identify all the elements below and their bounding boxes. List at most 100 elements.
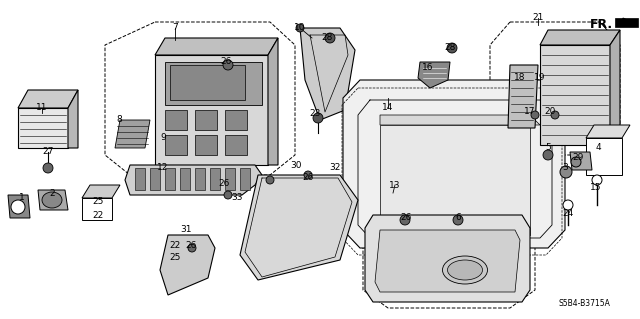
- Text: FR.: FR.: [590, 18, 613, 31]
- Circle shape: [563, 200, 573, 210]
- Text: 12: 12: [157, 164, 169, 173]
- Text: 20: 20: [544, 108, 556, 116]
- Ellipse shape: [442, 256, 488, 284]
- Circle shape: [325, 33, 335, 43]
- Circle shape: [313, 113, 323, 123]
- Polygon shape: [375, 230, 520, 292]
- Circle shape: [296, 24, 304, 32]
- Text: 16: 16: [422, 63, 434, 72]
- Polygon shape: [365, 215, 530, 302]
- Ellipse shape: [447, 260, 483, 280]
- Text: 7: 7: [172, 24, 178, 33]
- Text: 26: 26: [186, 241, 196, 249]
- Polygon shape: [135, 168, 145, 190]
- Text: 14: 14: [382, 103, 394, 113]
- Circle shape: [571, 157, 581, 167]
- Circle shape: [453, 215, 463, 225]
- Text: 13: 13: [389, 181, 401, 189]
- Polygon shape: [125, 165, 262, 195]
- Polygon shape: [508, 65, 538, 128]
- Text: 26: 26: [302, 174, 314, 182]
- Text: 23: 23: [309, 108, 321, 117]
- Polygon shape: [240, 175, 358, 280]
- Text: 10: 10: [294, 24, 306, 33]
- Text: 15: 15: [590, 183, 602, 192]
- Text: 26: 26: [218, 179, 230, 188]
- Text: 28: 28: [321, 33, 333, 42]
- Text: 3: 3: [562, 164, 568, 173]
- Text: 9: 9: [160, 133, 166, 143]
- Polygon shape: [300, 28, 355, 120]
- Text: 22: 22: [170, 241, 180, 249]
- Polygon shape: [18, 108, 68, 148]
- Polygon shape: [225, 135, 247, 155]
- Polygon shape: [586, 138, 622, 175]
- Text: 29: 29: [572, 153, 584, 162]
- Polygon shape: [68, 90, 78, 148]
- Circle shape: [43, 163, 53, 173]
- Text: 4: 4: [595, 144, 601, 152]
- Text: 6: 6: [455, 213, 461, 222]
- Polygon shape: [225, 110, 247, 130]
- Text: 31: 31: [180, 226, 192, 234]
- Polygon shape: [155, 55, 268, 165]
- Text: 26: 26: [220, 57, 232, 66]
- Text: 1: 1: [19, 194, 25, 203]
- Circle shape: [531, 111, 539, 119]
- Text: 5: 5: [545, 144, 551, 152]
- Circle shape: [266, 176, 274, 184]
- Circle shape: [592, 175, 602, 185]
- Text: 19: 19: [534, 73, 546, 83]
- Ellipse shape: [42, 192, 62, 208]
- Polygon shape: [240, 168, 250, 190]
- Polygon shape: [165, 110, 187, 130]
- Polygon shape: [160, 235, 215, 295]
- Polygon shape: [82, 198, 112, 220]
- Polygon shape: [610, 30, 620, 145]
- Circle shape: [447, 43, 457, 53]
- Text: 21: 21: [532, 13, 544, 23]
- Polygon shape: [165, 168, 175, 190]
- Text: 32: 32: [330, 164, 340, 173]
- Polygon shape: [82, 185, 120, 198]
- Polygon shape: [165, 62, 262, 105]
- Polygon shape: [343, 80, 565, 248]
- Polygon shape: [195, 110, 217, 130]
- Polygon shape: [195, 168, 205, 190]
- Circle shape: [304, 171, 312, 179]
- Text: 22: 22: [92, 211, 104, 219]
- Polygon shape: [615, 18, 638, 27]
- Polygon shape: [165, 135, 187, 155]
- Polygon shape: [150, 168, 160, 190]
- Polygon shape: [268, 38, 278, 165]
- Text: 28: 28: [444, 43, 456, 53]
- Text: 24: 24: [563, 209, 573, 218]
- Text: 30: 30: [291, 160, 301, 169]
- Polygon shape: [18, 90, 78, 108]
- Polygon shape: [225, 168, 235, 190]
- Polygon shape: [570, 152, 592, 170]
- Polygon shape: [115, 120, 150, 148]
- Text: 2: 2: [49, 189, 55, 197]
- Circle shape: [400, 215, 410, 225]
- Polygon shape: [540, 30, 620, 45]
- Circle shape: [543, 150, 553, 160]
- Polygon shape: [170, 65, 245, 100]
- Text: 27: 27: [42, 147, 54, 157]
- Polygon shape: [180, 168, 190, 190]
- Polygon shape: [38, 190, 68, 210]
- Text: 26: 26: [400, 213, 412, 222]
- Polygon shape: [195, 135, 217, 155]
- Text: 25: 25: [92, 197, 104, 206]
- Text: 33: 33: [231, 194, 243, 203]
- Circle shape: [188, 244, 196, 252]
- Text: S5B4-B3715A: S5B4-B3715A: [558, 299, 610, 308]
- Polygon shape: [380, 125, 530, 235]
- Circle shape: [11, 200, 25, 214]
- Circle shape: [560, 166, 572, 178]
- Polygon shape: [8, 195, 30, 218]
- Text: 17: 17: [524, 108, 536, 116]
- Polygon shape: [418, 62, 450, 88]
- Text: 18: 18: [515, 73, 525, 83]
- Text: 11: 11: [36, 103, 48, 113]
